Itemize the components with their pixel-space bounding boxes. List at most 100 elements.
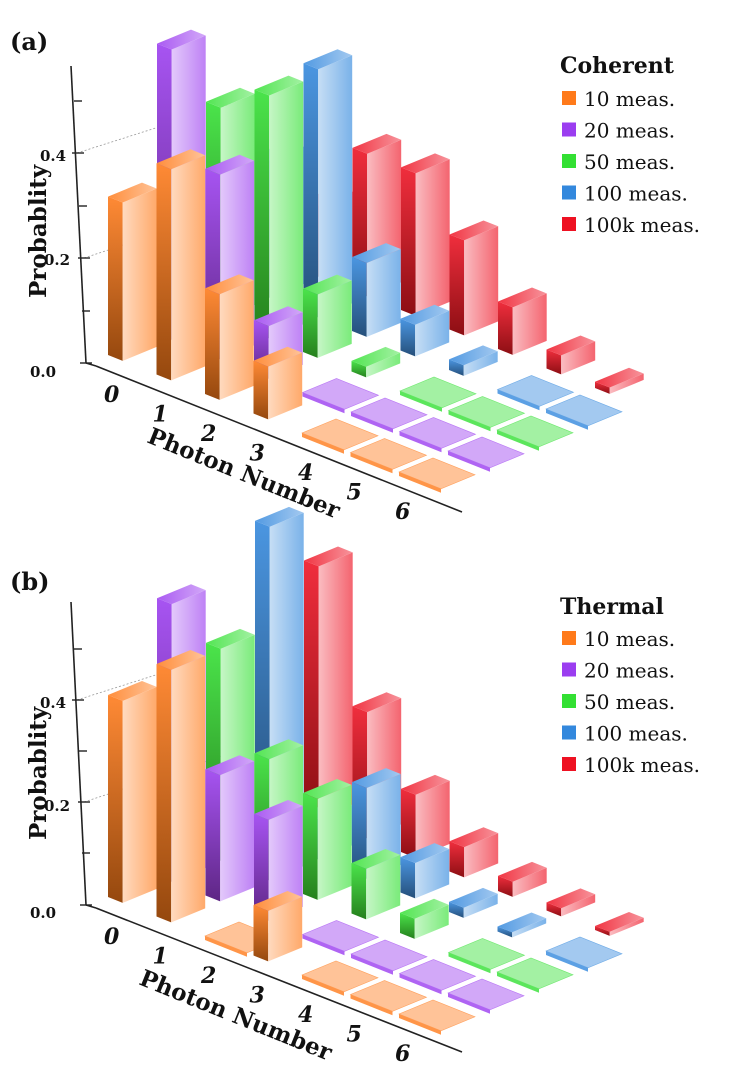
bar-top: [546, 335, 596, 356]
bar-front: [253, 360, 269, 420]
x-tick-label: 2: [200, 963, 216, 989]
x-tick-label: 0: [104, 382, 120, 408]
bar-top-tile: [398, 999, 476, 1032]
bar-s3-c5: [497, 912, 547, 938]
bar-top-tile: [398, 457, 476, 490]
legend-swatch: [562, 662, 576, 677]
bar-top: [498, 861, 547, 882]
bar-front: [156, 163, 172, 381]
bar-top-tile: [447, 978, 525, 1011]
bar-front: [449, 841, 465, 878]
legend-label: 100k meas.: [584, 753, 700, 777]
x-tick-label: 1: [153, 402, 168, 428]
bar-s0-c2: [205, 274, 254, 400]
x-tick-label: 0: [104, 924, 120, 950]
bar-front: [254, 89, 270, 339]
legend-swatch: [562, 757, 576, 771]
bar-front: [595, 926, 610, 936]
x-tick-label: 1: [153, 944, 168, 970]
bar-front: [546, 349, 562, 375]
bar-side: [317, 280, 352, 358]
bar-front: [304, 560, 319, 819]
bar-side: [122, 686, 157, 903]
legend-title-a: Coherent: [560, 53, 675, 79]
x-tick-label: 6: [395, 499, 410, 525]
bar-s3-c3: [400, 304, 450, 357]
x-tick-label: 3: [250, 441, 265, 467]
bar-top-tile: [349, 980, 428, 1012]
legend-title-b: Thermal: [560, 594, 664, 620]
bar-top: [400, 304, 450, 325]
bar-s4-c3: [449, 827, 499, 878]
bar-s1-c3: [301, 920, 380, 956]
bar-front: [449, 234, 465, 336]
x-tick-labels-a: 0 1 2 3 4 5 6: [104, 382, 410, 525]
y-axis-b: [70, 601, 87, 906]
bars-a: [108, 29, 644, 493]
bar-front-tile: [399, 973, 442, 995]
bar-top: [303, 274, 352, 295]
bar-s4-c4: [498, 861, 547, 897]
bar-top: [401, 774, 450, 795]
bar-top: [254, 75, 304, 96]
legend-swatch: [562, 217, 576, 231]
bar-top-tile: [496, 375, 575, 407]
bar-front-tile: [448, 451, 490, 472]
bar-s2-c5: [447, 396, 526, 432]
bar-s1-c5: [398, 959, 477, 995]
bar-s4-c3: [449, 220, 499, 336]
bar-side: [268, 352, 303, 420]
bar-front-tile: [351, 954, 393, 975]
bar-top: [498, 287, 547, 308]
bar-front-tile: [448, 410, 491, 432]
legend-label: 10 meas.: [584, 627, 675, 651]
bar-top: [206, 87, 255, 108]
y-tick-label-a-0: 0.0: [30, 363, 56, 381]
bar-s0-c1: [156, 149, 206, 381]
bar-s1-c6: [447, 436, 525, 472]
legend-label: 20 meas.: [584, 659, 675, 683]
bar-front-tile: [399, 431, 442, 453]
bar-s2-c5: [447, 938, 526, 974]
legend-label: 10 meas.: [584, 87, 675, 111]
bar-top: [254, 800, 303, 820]
bar-top: [351, 849, 401, 869]
bar-front-tile: [497, 972, 539, 993]
bar-s3-c5: [496, 375, 575, 411]
bar-s0-c3: [253, 891, 303, 962]
bar-side: [318, 552, 353, 819]
y-axis-title-a: Probablity: [25, 164, 52, 298]
bar-front-tile: [546, 409, 588, 430]
bar-side: [561, 341, 596, 375]
bar-top-tile: [350, 397, 428, 430]
bar-top-tile: [447, 436, 525, 469]
x-tick-labels-b: 0 1 2 3 4 5 6: [104, 924, 410, 1067]
bar-front: [108, 695, 123, 903]
panel-label-b: (b): [10, 567, 50, 596]
bar-s4-c5: [546, 335, 596, 375]
bar-top: [205, 755, 255, 776]
legend-swatch: [562, 694, 576, 708]
bar-side: [317, 784, 352, 900]
legend-b: Thermal 10 meas. 20 meas. 50 meas. 100 meas…: [560, 594, 700, 777]
x-tick-label: 4: [298, 460, 313, 486]
bar-side: [366, 352, 401, 378]
bar-s2-c4: [399, 376, 477, 412]
y-tick-label-a-1: 0.2: [44, 251, 70, 269]
bar-s4-c2: [401, 774, 450, 858]
bar-top: [253, 891, 303, 911]
bar-s0-c0: [108, 182, 157, 361]
bar-s0-c4: [301, 418, 379, 454]
bar-top: [157, 584, 206, 605]
bar-top: [352, 243, 401, 263]
bar-s4-c6: [595, 912, 644, 936]
bar-top-tile: [398, 959, 477, 991]
bar-front: [253, 905, 269, 962]
x-tick-label: 4: [298, 1002, 313, 1028]
x-axis-b: [95, 907, 463, 1053]
bar-s1-c6: [447, 978, 525, 1014]
bar-top-tile: [349, 438, 428, 470]
legend-swatch: [562, 91, 576, 105]
bar-front: [401, 788, 416, 858]
bar-front: [303, 288, 318, 358]
